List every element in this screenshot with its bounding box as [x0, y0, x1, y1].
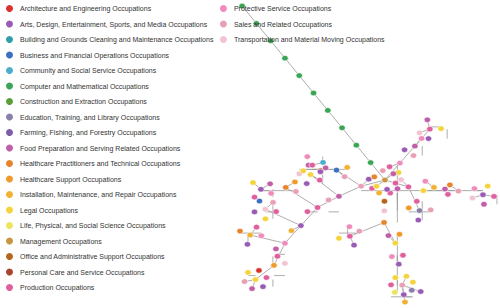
svg-text:Production Occupations: Production Occupations — [20, 284, 95, 292]
svg-text:Food Preparation and Serving R: Food Preparation and Serving Related Occ… — [20, 145, 181, 153]
svg-text:Legal Occupations: Legal Occupations — [20, 207, 78, 215]
svg-text:Protective Service Occupations: Protective Service Occupations — [234, 5, 332, 13]
svg-text:Healthcare Practitioners and T: Healthcare Practitioners and Technical O… — [20, 160, 181, 168]
svg-text:Education, Training, and Libra: Education, Training, and Library Occupat… — [20, 114, 160, 122]
svg-text:Business and Financial Operati: Business and Financial Operations Occupa… — [20, 52, 170, 60]
svg-text:Healthcare Support Occupations: Healthcare Support Occupations — [20, 176, 122, 184]
svg-text:Sales and Related Occupations: Sales and Related Occupations — [234, 21, 333, 29]
svg-text:Computer and Mathematical Occu: Computer and Mathematical Occupations — [20, 83, 149, 91]
svg-text:Office and Administrative Supp: Office and Administrative Support Occupa… — [20, 253, 165, 261]
svg-text:Community and Social Service O: Community and Social Service Occupations — [20, 67, 157, 75]
svg-text:Transportation and Material Mo: Transportation and Material Moving Occup… — [234, 36, 385, 44]
svg-text:Building and Grounds Cleaning: Building and Grounds Cleaning and Mainte… — [20, 36, 214, 44]
svg-text:Construction and Extraction Oc: Construction and Extraction Occupations — [20, 98, 147, 106]
svg-text:Personal Care and Service Occu: Personal Care and Service Occupations — [20, 269, 145, 277]
svg-text:Life, Physical, and Social Sci: Life, Physical, and Social Science Occup… — [20, 222, 166, 230]
svg-text:Architecture and Engineering O: Architecture and Engineering Occupations — [20, 5, 152, 13]
svg-text:Management Occupations: Management Occupations — [20, 238, 102, 246]
svg-text:Arts, Design, Entertainment, S: Arts, Design, Entertainment, Sports, and… — [20, 21, 208, 29]
svg-text:Installation, Maintenance, and: Installation, Maintenance, and Repair Oc… — [20, 191, 177, 199]
svg-text:Farming, Fishing, and Forestry: Farming, Fishing, and Forestry Occupatio… — [20, 129, 157, 137]
